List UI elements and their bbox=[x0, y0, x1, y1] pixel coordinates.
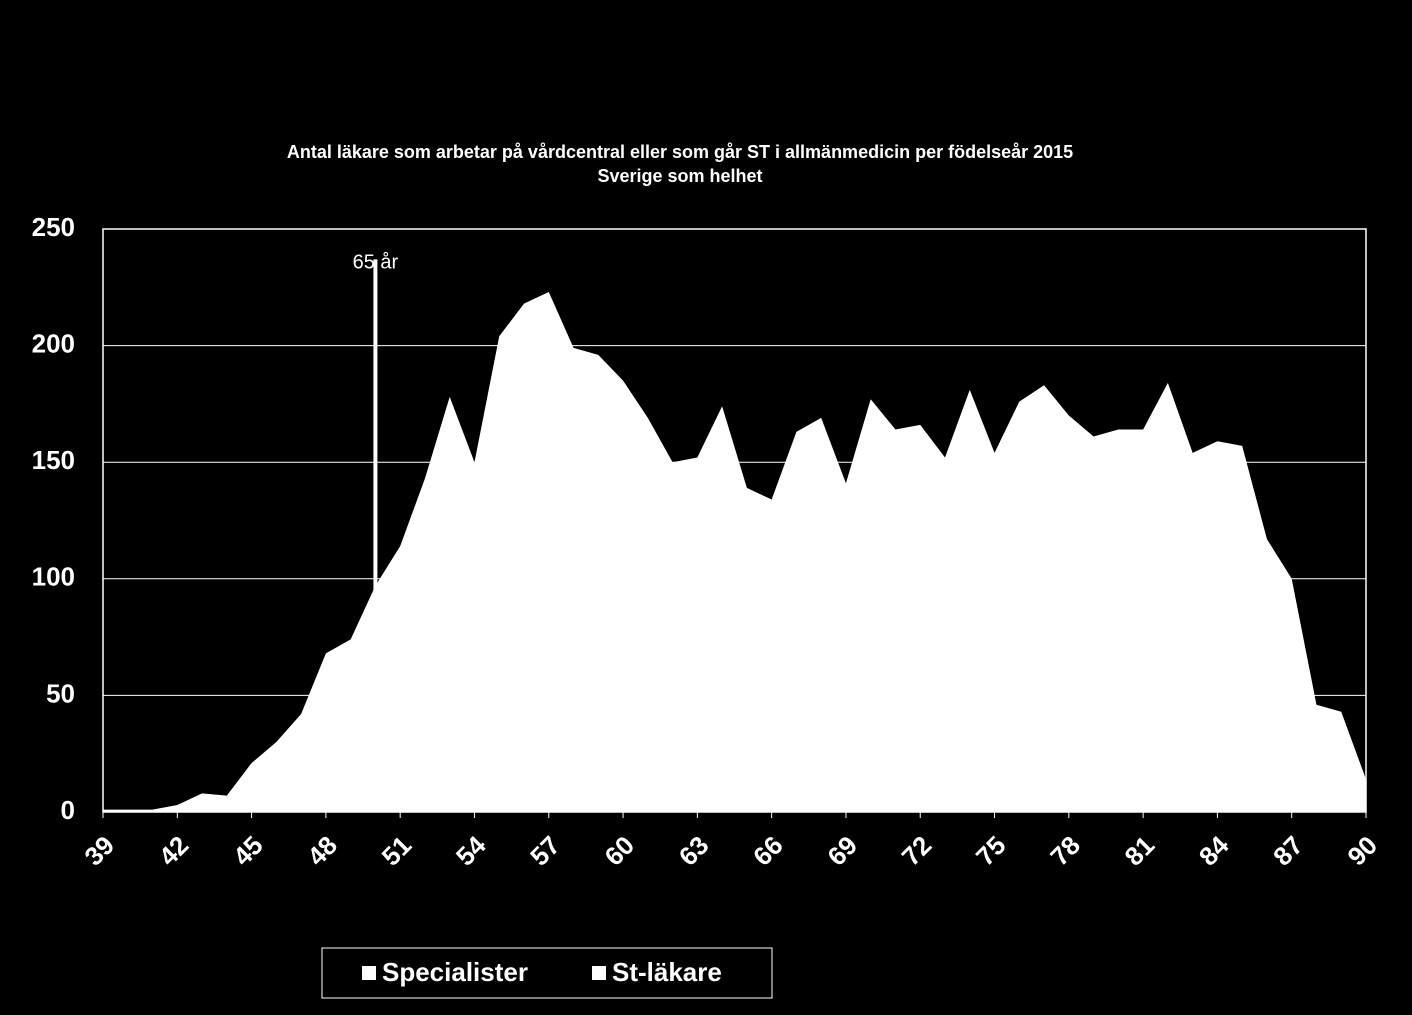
y-tick-label: 50 bbox=[46, 678, 75, 708]
chart-title: Antal läkare som arbetar på vårdcentral … bbox=[287, 142, 1073, 162]
y-tick-label: 250 bbox=[32, 212, 75, 242]
y-tick-label: 0 bbox=[61, 795, 75, 825]
legend-swatch bbox=[362, 966, 376, 980]
legend-box bbox=[321, 947, 773, 999]
annotation-text: 65 år bbox=[353, 252, 399, 274]
y-tick-label: 150 bbox=[32, 445, 75, 475]
legend-swatch bbox=[592, 966, 606, 980]
y-tick-label: 100 bbox=[32, 562, 75, 592]
y-tick-label: 200 bbox=[32, 328, 75, 358]
legend-label: Specialister bbox=[382, 957, 528, 987]
plot-frame bbox=[102, 228, 1367, 813]
legend-label: St-läkare bbox=[612, 957, 722, 987]
chart-subtitle: Sverige som helhet bbox=[597, 166, 762, 186]
area bbox=[103, 291, 1366, 812]
